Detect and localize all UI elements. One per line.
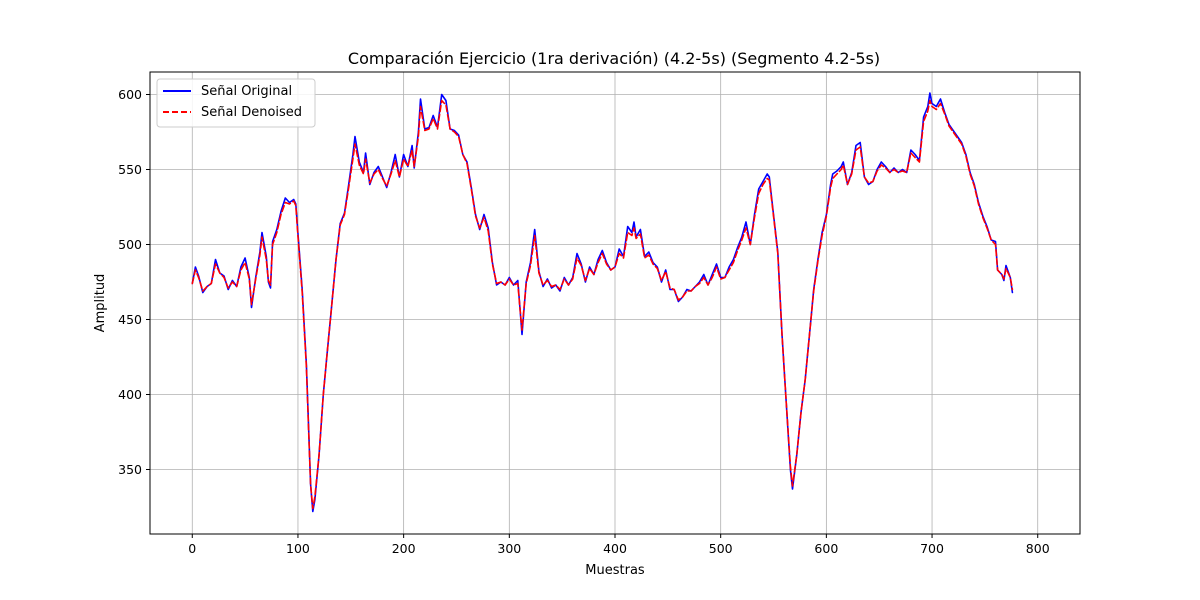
x-tick-label: 700 xyxy=(920,541,944,556)
x-tick-label: 500 xyxy=(709,541,733,556)
x-tick-label: 800 xyxy=(1026,541,1050,556)
y-tick-label: 600 xyxy=(118,87,142,102)
legend-label-denoised: Señal Denoised xyxy=(201,105,302,120)
y-tick-label: 400 xyxy=(118,387,142,402)
legend: Señal Original Señal Denoised xyxy=(156,78,316,128)
y-axis-label: Amplitud xyxy=(93,274,108,333)
x-axis-label: Muestras xyxy=(585,563,645,578)
x-tick-label: 300 xyxy=(497,541,521,556)
legend-label-original: Señal Original xyxy=(201,84,292,99)
x-tick-label: 0 xyxy=(188,541,196,556)
legend-box xyxy=(156,78,316,128)
series-line-denoised xyxy=(191,99,1014,510)
y-tick-label: 550 xyxy=(118,162,142,177)
x-axis-ticks: 0 100 200 300 400 500 600 700 800 xyxy=(188,534,1050,556)
grid xyxy=(150,72,1080,534)
y-tick-label: 450 xyxy=(118,312,142,327)
series-layer xyxy=(191,92,1014,513)
chart-title: Comparación Ejercicio (1ra derivación) (… xyxy=(348,49,880,68)
x-tick-label: 400 xyxy=(603,541,627,556)
x-tick-label: 200 xyxy=(392,541,416,556)
x-tick-label: 100 xyxy=(286,541,310,556)
x-tick-label: 600 xyxy=(814,541,838,556)
y-tick-label: 350 xyxy=(118,462,142,477)
y-axis-ticks: 350 400 450 500 550 600 xyxy=(118,87,150,477)
y-tick-label: 500 xyxy=(118,237,142,252)
